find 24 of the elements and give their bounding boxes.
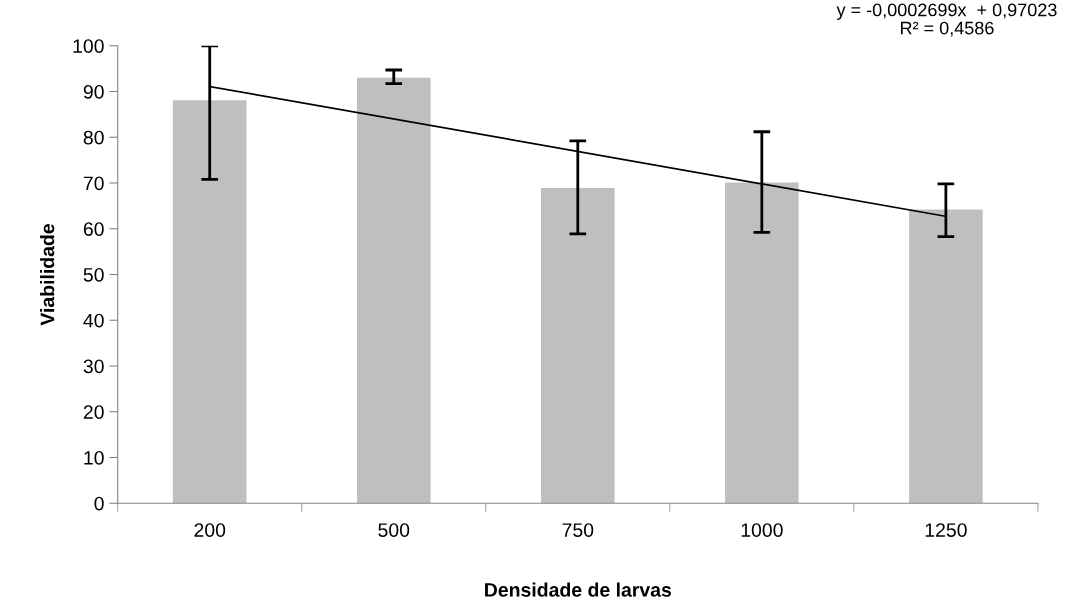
y-tick-label: 20 (83, 405, 104, 419)
bar (725, 182, 799, 504)
y-tick-label: 10 (84, 450, 104, 465)
bar (909, 209, 983, 504)
y-axis-title: Viabilidade (40, 224, 55, 326)
x-tick-label: 500 (378, 523, 410, 537)
bar (356, 77, 431, 504)
x-tick-label: 750 (562, 523, 594, 537)
y-tick-label: 50 (83, 267, 104, 282)
y-tick-label: 80 (83, 130, 104, 145)
x-tick-label: 1250 (925, 523, 967, 537)
bar (172, 100, 247, 504)
x-tick-label: 1000 (741, 523, 783, 537)
x-axis-title: Densidade de larvas (485, 582, 672, 597)
y-tick-label: 100 (73, 39, 104, 53)
bar (540, 188, 615, 504)
y-tick-label: 30 (83, 359, 104, 374)
y-tick-label: 40 (83, 313, 104, 328)
text: y = -0,0002699x + 0,97023 R² = 0,4586 (836, 3, 1057, 37)
x-tick-label: 200 (194, 523, 226, 537)
y-tick-label: 60 (83, 222, 104, 236)
y-tick-label: 0 (94, 496, 104, 511)
y-tick-label: 90 (83, 84, 104, 99)
y-tick-label: 70 (83, 176, 104, 191)
